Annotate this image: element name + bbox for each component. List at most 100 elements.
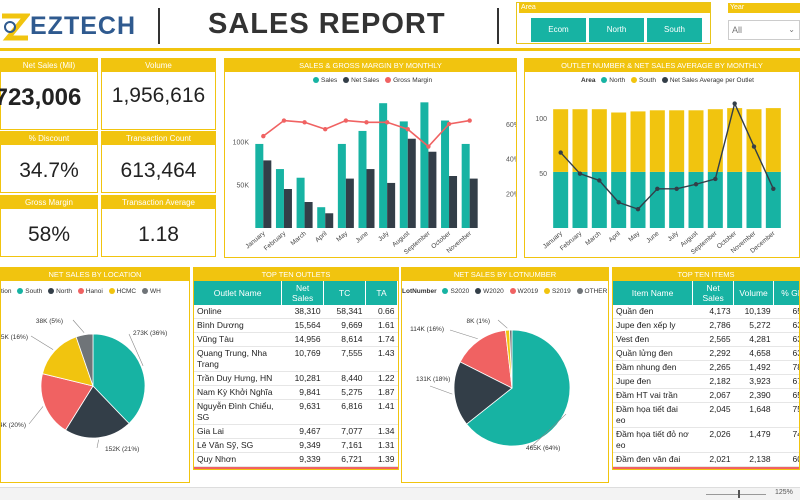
- chart-title: NET SALES BY LOCATION: [1, 268, 189, 281]
- chart-title: NET SALES BY LOTNUMBER: [402, 268, 608, 281]
- row-value-cell: 65%: [773, 305, 799, 319]
- column-header[interactable]: Net Sales: [281, 281, 325, 305]
- chevron-down-icon: ⌄: [788, 25, 795, 34]
- legend-title: Area: [581, 77, 596, 84]
- kpi-transaction-average: Transaction Average 1.18: [101, 195, 216, 257]
- table-row[interactable]: Lê Văn Sỹ, SG 9,349 7,161 1.31: [194, 438, 398, 453]
- zoom-slider[interactable]: [706, 494, 766, 495]
- row-name-cell: Vũng Tàu: [194, 332, 282, 347]
- total-cell: 137,508: [281, 466, 324, 469]
- x-tick-label: April: [314, 230, 329, 244]
- row-value-cell: 7,077: [323, 424, 366, 439]
- chart-sales-gross-margin: SALES & GROSS MARGIN BY MONTHLY Sales Ne…: [224, 58, 517, 258]
- row-value-cell: 60%: [773, 452, 799, 467]
- row-value-cell: 1.31: [365, 438, 398, 453]
- pie-leader-line: [96, 439, 99, 449]
- table-row[interactable]: Trần Duy Hưng, HN 10,281 8,440 1.22: [194, 371, 398, 386]
- kpi-discount: % Discount 34.7%: [0, 131, 98, 193]
- row-value-cell: 1,479: [733, 427, 774, 453]
- column-header[interactable]: % GM: [773, 281, 799, 305]
- column-header[interactable]: TC: [323, 281, 367, 305]
- bar-sales: [296, 177, 305, 228]
- x-tick-label: March: [584, 230, 603, 247]
- zoom-slider-thumb[interactable]: [738, 490, 740, 498]
- pie-plot: 273K (36%) 152K (21%) 4K (20%) 5K (16%) 38K …: [1, 318, 167, 453]
- table-row[interactable]: Vũng Tàu 14,956 8,614 1.74: [194, 332, 398, 347]
- row-name-cell: Đầm họa tiết đỏ nơ eo: [613, 427, 693, 453]
- year-dropdown[interactable]: All ⌄: [728, 20, 800, 40]
- table-top-outlets: TOP TEN OUTLETS Outlet Name Net Sales TC…: [193, 267, 399, 470]
- legend-label: South: [639, 77, 656, 84]
- table-row[interactable]: Quy Nhơn 9,339 6,721 1.39: [194, 452, 398, 467]
- row-name-cell: Lê Văn Sỹ, SG: [194, 438, 282, 453]
- pie-leader-line: [128, 333, 144, 366]
- kpi-label: Transaction Average: [102, 196, 215, 209]
- bar-sales: [379, 103, 388, 228]
- kpi-volume: Volume 1,956,616: [101, 58, 216, 130]
- table-row[interactable]: Online 38,310 58,341 0.66: [194, 305, 398, 319]
- net-sales-average-point: [674, 186, 679, 191]
- pie-leader-line: [72, 319, 85, 333]
- table-row[interactable]: Bình Dương 15,564 9,669 1.61: [194, 318, 398, 333]
- bar-sales: [399, 121, 408, 228]
- kpi-transaction-count: Transaction Count 613,464: [101, 131, 216, 193]
- row-value-cell: 15,564: [281, 318, 324, 333]
- legend-swatch: [77, 288, 84, 295]
- kpi-value: 1,956,616: [111, 84, 206, 107]
- legend-label: South: [25, 288, 43, 295]
- row-value-cell: 1,492: [733, 360, 774, 375]
- chart-title: SALES & GROSS MARGIN BY MONTHLY: [225, 59, 516, 72]
- row-value-cell: 14,956: [281, 332, 324, 347]
- gross-margin-point: [467, 118, 472, 123]
- legend-swatch: [108, 288, 115, 295]
- row-value-cell: 63%: [773, 332, 799, 347]
- table-row[interactable]: Gia Lai 9,467 7,077 1.34: [194, 424, 398, 439]
- header-divider: [158, 8, 160, 44]
- area-slicer-label: Area: [519, 3, 710, 13]
- pie-slice: [466, 329, 571, 447]
- row-value-cell: 63%: [773, 318, 799, 333]
- net-sales-average-point: [558, 150, 563, 155]
- x-tick-label: May: [627, 230, 641, 244]
- table-row[interactable]: Nguyễn Đình Chiểu, SG 9,631 6,816 1.41: [194, 399, 398, 425]
- table-row[interactable]: Nam Kỳ Khởi Nghĩa 9,841 5,275 1.87: [194, 385, 398, 400]
- bar-net-sales: [449, 176, 458, 228]
- y-tick-label: 100: [535, 116, 547, 123]
- table-total-row: Total24,42037,51367%: [613, 466, 799, 469]
- legend-swatch: [343, 77, 350, 84]
- logo-text: EZTECH: [30, 12, 136, 40]
- area-button-south[interactable]: South: [647, 18, 702, 42]
- total-cell: 125,669: [323, 466, 366, 469]
- column-header[interactable]: Volume: [733, 281, 775, 305]
- bar-north: [669, 171, 685, 228]
- column-header[interactable]: Net Sales: [692, 281, 735, 305]
- area-button-ecom[interactable]: Ecom: [531, 18, 586, 42]
- area-button-north[interactable]: North: [589, 18, 644, 42]
- column-header[interactable]: Outlet Name: [194, 281, 283, 305]
- kpi-label: Transaction Count: [102, 132, 215, 145]
- bar-south: [630, 111, 646, 172]
- row-value-cell: 2,292: [692, 346, 734, 361]
- chart-net-sales-location: NET SALES BY LOCATION tion South North H…: [0, 267, 190, 483]
- total-cell: 37,513: [733, 466, 774, 469]
- kpi-label: Gross Margin: [1, 196, 97, 209]
- column-header[interactable]: Item Name: [613, 281, 694, 305]
- status-bar: 125%: [0, 487, 800, 500]
- table-row[interactable]: Quang Trung, Nha Trang 10,769 7,555 1.43: [194, 346, 398, 372]
- column-header[interactable]: TA: [365, 281, 398, 305]
- row-value-cell: 7,555: [323, 346, 366, 372]
- legend-title: tion: [1, 288, 12, 295]
- gross-margin-point: [426, 144, 431, 149]
- bar-north: [572, 171, 588, 228]
- x-tick-label: April: [607, 230, 622, 244]
